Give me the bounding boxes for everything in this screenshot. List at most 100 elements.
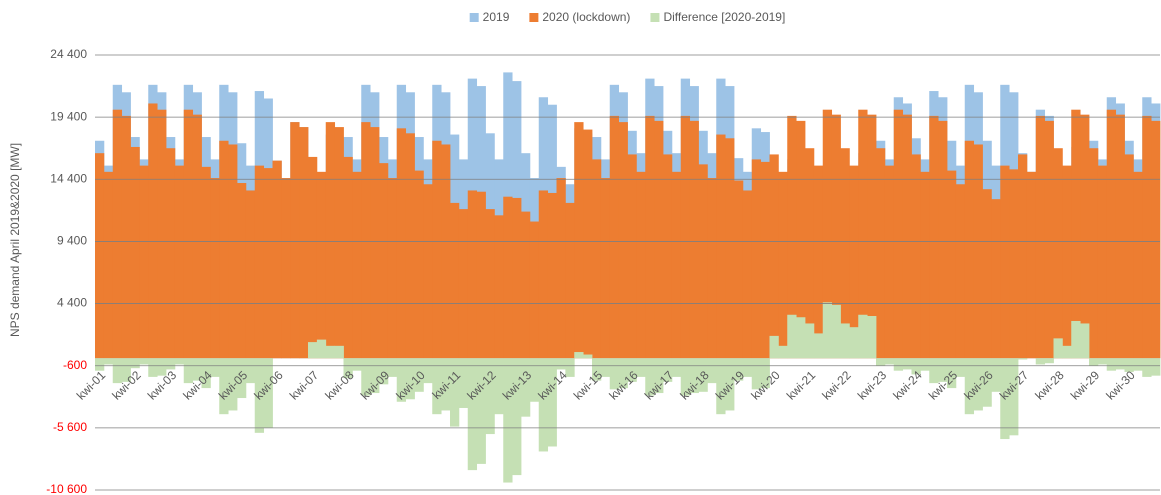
bar (813, 165, 824, 359)
bar (636, 171, 646, 359)
bar (263, 358, 273, 428)
bar (228, 358, 238, 411)
legend-item: 2019 (469, 10, 510, 24)
bar (796, 317, 806, 359)
x-tick-label: kwi-22 (819, 368, 854, 403)
bar (680, 115, 691, 359)
bar (938, 120, 948, 359)
bar (325, 122, 336, 359)
bar (1009, 358, 1019, 436)
bar (609, 115, 620, 359)
bar (955, 184, 966, 359)
bar (973, 358, 983, 411)
bar (574, 122, 584, 359)
bar (166, 358, 176, 370)
bar (858, 314, 868, 359)
bar (485, 209, 495, 359)
bar (1151, 120, 1161, 359)
bar (450, 202, 460, 359)
bar (370, 358, 380, 394)
bar (663, 154, 673, 359)
bar (627, 358, 637, 382)
bar (183, 109, 194, 359)
bar (148, 358, 158, 377)
bar (121, 115, 131, 359)
x-tick-label: kwi-01 (74, 368, 109, 403)
bar (991, 199, 1001, 359)
bar (201, 166, 211, 359)
bar (112, 358, 123, 384)
bar (139, 358, 149, 365)
bar (157, 358, 167, 376)
y-tick-label: 14 400 (50, 171, 87, 185)
bar (405, 133, 415, 359)
bar (645, 115, 655, 359)
bar (361, 122, 371, 359)
bar (911, 358, 921, 375)
bar (893, 358, 904, 371)
x-tick-label: kwi-29 (1068, 368, 1103, 403)
bar (707, 178, 717, 359)
bar (423, 184, 433, 359)
bar (174, 165, 185, 359)
legend-item: Difference [2020-2019] (650, 10, 785, 24)
bar (538, 358, 549, 452)
legend-item: 2020 (lockdown) (529, 10, 630, 24)
bar (476, 191, 486, 359)
bar (237, 358, 247, 399)
bar (299, 127, 309, 359)
bar (308, 156, 318, 359)
bar (760, 358, 770, 389)
bar (432, 140, 442, 359)
x-tick-label: kwi-21 (784, 368, 819, 403)
bar (1053, 338, 1063, 359)
bar (947, 358, 957, 389)
bar (813, 333, 824, 359)
bar (938, 358, 948, 382)
bar (778, 171, 788, 359)
bar (1106, 358, 1117, 371)
bar (396, 358, 407, 402)
bar (121, 358, 131, 382)
y-tick-label: 9 400 (57, 234, 87, 248)
bar (778, 345, 788, 359)
bar (991, 358, 1001, 392)
bar (742, 358, 753, 377)
bar (1106, 109, 1117, 359)
bar (405, 358, 415, 400)
bar (893, 109, 904, 359)
bar (1115, 358, 1125, 370)
bar (521, 211, 531, 359)
y-tick-label: 4 400 (57, 296, 87, 310)
bar (698, 164, 708, 359)
bar (1097, 358, 1108, 365)
bar (379, 163, 389, 359)
bar (964, 140, 975, 359)
bar (441, 144, 451, 359)
bar (467, 190, 478, 359)
bar (361, 358, 371, 396)
bar (751, 159, 762, 359)
bar (911, 154, 921, 359)
x-tick-label: kwi-08 (322, 368, 357, 403)
bar (219, 140, 229, 359)
bar (1026, 171, 1037, 359)
bar (103, 358, 114, 365)
bar (503, 358, 513, 483)
bar (760, 161, 770, 359)
bar (148, 103, 158, 359)
bar (947, 170, 957, 359)
bar (565, 202, 575, 359)
bar (858, 109, 868, 359)
bar (663, 358, 673, 382)
bar (716, 358, 726, 415)
bar (316, 171, 327, 359)
bar (308, 342, 318, 359)
bar (805, 323, 815, 359)
y-tick-label: 19 400 (50, 109, 87, 123)
y-axis-label: NPS demand April 2019&2020 [MW] (8, 143, 22, 337)
bar (503, 196, 513, 359)
bar (1097, 165, 1108, 359)
bar (476, 358, 486, 464)
bar (600, 358, 611, 377)
